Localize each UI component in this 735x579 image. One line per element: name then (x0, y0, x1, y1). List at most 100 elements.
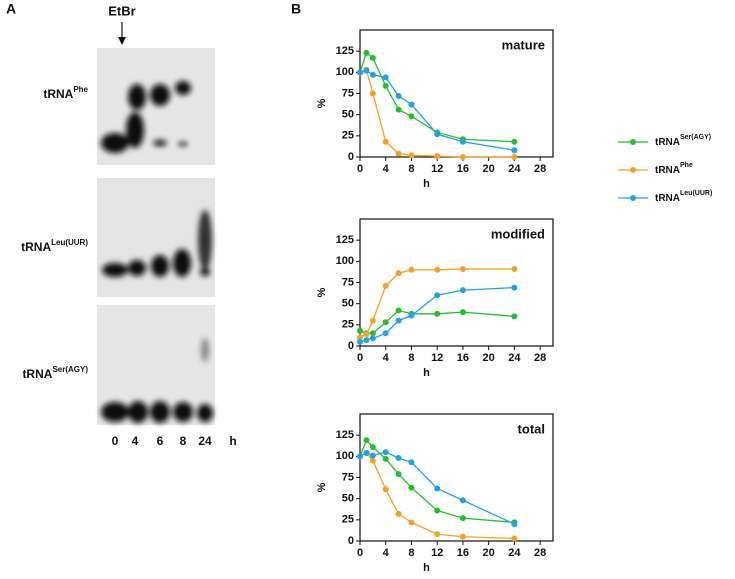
data-point (511, 313, 518, 320)
legend-marker (630, 167, 636, 173)
data-point (408, 459, 415, 466)
panel-label: B (291, 1, 301, 17)
data-point (357, 327, 363, 334)
x-tick-label: 20 (483, 352, 495, 364)
data-point (363, 449, 370, 456)
data-point (382, 282, 389, 289)
series-line (359, 68, 515, 158)
data-point (369, 457, 376, 464)
series-line (359, 69, 515, 151)
label: tRNASer(AGY) (22, 365, 88, 381)
data-point (357, 453, 363, 460)
data-point (369, 71, 376, 78)
x-tick-label: 0 (357, 163, 363, 175)
label-sup: Leu(UUR) (680, 190, 712, 197)
data-point (459, 533, 466, 540)
series-line (359, 268, 515, 339)
data-point (408, 266, 415, 273)
lane-label: 24 (198, 434, 212, 448)
x-axis-label: h (423, 367, 430, 379)
x-axis-label: h (423, 562, 430, 574)
data-point (382, 455, 389, 462)
label: tRNALeu(UUR) (655, 190, 712, 204)
x-tick-label: 12 (431, 163, 443, 175)
chart-title: mature (502, 37, 545, 52)
data-point (369, 452, 376, 459)
y-tick-label: 125 (336, 234, 354, 246)
gel (97, 178, 215, 297)
x-tick-label: 24 (508, 163, 521, 175)
x-tick-label: 12 (431, 547, 443, 559)
y-axis-label: % (316, 287, 328, 297)
lane-label: 4 (132, 434, 139, 448)
data-point (382, 319, 389, 326)
data-point (434, 310, 441, 317)
y-tick-label: 100 (336, 255, 354, 267)
y-tick-label: 100 (336, 450, 354, 462)
x-tick-label: 0 (357, 547, 363, 559)
data-point (363, 49, 370, 56)
marker-label: EtBr (108, 3, 135, 18)
x-tick-label: 8 (408, 352, 414, 364)
y-tick-label: 125 (336, 45, 354, 57)
data-point (382, 330, 389, 337)
x-tick-label: 0 (357, 352, 363, 364)
x-tick-label: 16 (457, 163, 469, 175)
label-base: tRNA (655, 165, 680, 176)
panel-label: A (6, 1, 16, 17)
y-tick-label: 0 (348, 340, 354, 352)
y-axis-label: % (316, 482, 328, 492)
data-point (363, 331, 370, 338)
data-point (434, 485, 441, 492)
data-point (395, 93, 402, 100)
label-sup: Ser(AGY) (680, 134, 711, 141)
label-sup: Phe (680, 162, 693, 169)
label: tRNAPhe (655, 162, 693, 176)
data-point (363, 67, 370, 74)
x-axis-label: h (423, 178, 430, 190)
legend-marker (630, 139, 636, 145)
lane-label: 6 (157, 434, 164, 448)
x-tick-label: 20 (483, 547, 495, 559)
y-tick-label: 25 (342, 514, 354, 526)
data-point (395, 317, 402, 324)
chart-title: total (518, 421, 545, 436)
data-point (382, 74, 389, 81)
label: tRNASer(AGY) (655, 134, 711, 148)
y-tick-label: 25 (342, 319, 354, 331)
x-tick-label: 8 (408, 163, 414, 175)
x-tick-label: 20 (483, 163, 495, 175)
data-point (395, 510, 402, 517)
data-point (408, 519, 415, 526)
x-tick-label: 4 (383, 163, 390, 175)
data-point (434, 153, 441, 160)
data-point (511, 521, 518, 528)
y-tick-label: 0 (348, 535, 354, 547)
data-point (369, 90, 376, 97)
x-tick-label: 4 (383, 547, 390, 559)
data-point (369, 330, 376, 337)
label-base: tRNA (655, 193, 680, 204)
data-point (511, 535, 518, 542)
data-point (369, 335, 376, 342)
y-tick-label: 100 (336, 66, 354, 78)
y-tick-label: 50 (342, 298, 354, 310)
y-tick-label: 50 (342, 109, 354, 121)
lane-unit: h (229, 434, 236, 448)
data-point (395, 471, 402, 478)
chart: 0 25 50 75 100 125 0 4 8 12 16 20 24 28 h% total (316, 413, 554, 574)
y-tick-label: 50 (342, 493, 354, 505)
series-line (359, 51, 515, 143)
label: tRNAPhe (43, 85, 88, 101)
data-point (395, 150, 402, 157)
x-tick-label: 24 (508, 352, 521, 364)
y-tick-label: 25 (342, 130, 354, 142)
data-point (459, 265, 466, 272)
data-point (408, 113, 415, 120)
data-point (459, 138, 466, 145)
x-tick-label: 4 (383, 352, 390, 364)
y-tick-label: 75 (342, 276, 354, 288)
label-sup: Ser(AGY) (52, 365, 88, 374)
